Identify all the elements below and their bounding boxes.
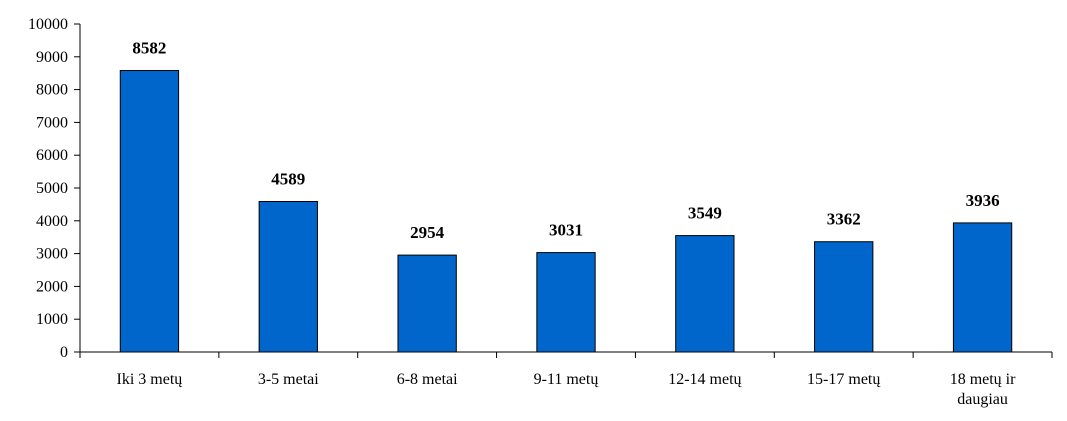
data-labels: 8582 4589 2954 3031 3549 3362 3936 xyxy=(132,39,999,243)
bar xyxy=(397,254,457,353)
bar xyxy=(536,252,596,353)
x-category-label: 6-8 metai xyxy=(397,371,458,388)
y-tick-label: 8000 xyxy=(36,82,68,99)
bar xyxy=(952,222,1013,353)
y-tick-label: 5000 xyxy=(36,180,68,197)
data-label: 2954 xyxy=(410,223,445,242)
x-category-label: daugiau xyxy=(957,391,1008,408)
bars xyxy=(119,70,1013,353)
y-tick-label: 2000 xyxy=(36,278,68,295)
bar xyxy=(675,235,735,353)
x-category-label: Iki 3 metų xyxy=(117,371,184,388)
x-category-label: 15-17 metų xyxy=(807,371,881,388)
y-tick-label: 3000 xyxy=(36,246,68,263)
y-tick-label: 0 xyxy=(60,344,68,361)
data-label: 3549 xyxy=(688,204,722,223)
x-category-label: 9-11 metų xyxy=(534,371,600,388)
x-category-label: 12-14 metų xyxy=(668,371,742,388)
x-category-label: 3-5 metai xyxy=(258,371,319,388)
y-tick-label: 10000 xyxy=(28,16,68,33)
data-label: 4589 xyxy=(271,169,305,188)
y-axis: 0 1000 2000 3000 4000 5000 6000 7000 8000 9000 100… xyxy=(28,16,81,361)
data-label: 8582 xyxy=(132,39,166,58)
y-tick-label: 1000 xyxy=(36,311,68,328)
bar xyxy=(119,70,180,353)
data-label: 3936 xyxy=(966,191,1000,210)
data-label: 3362 xyxy=(827,210,861,229)
x-axis: Iki 3 metų 3-5 metai 6-8 metai 9-11 metų 12-… xyxy=(79,351,1053,408)
bar xyxy=(258,200,318,353)
data-label: 3031 xyxy=(549,221,583,240)
y-tick-label: 9000 xyxy=(36,49,68,66)
x-category-label: 18 metų ir xyxy=(950,371,1016,388)
y-tick-label: 4000 xyxy=(36,213,68,230)
y-tick-label: 7000 xyxy=(36,114,68,131)
y-tick-label: 6000 xyxy=(36,147,68,164)
bar xyxy=(814,241,874,353)
